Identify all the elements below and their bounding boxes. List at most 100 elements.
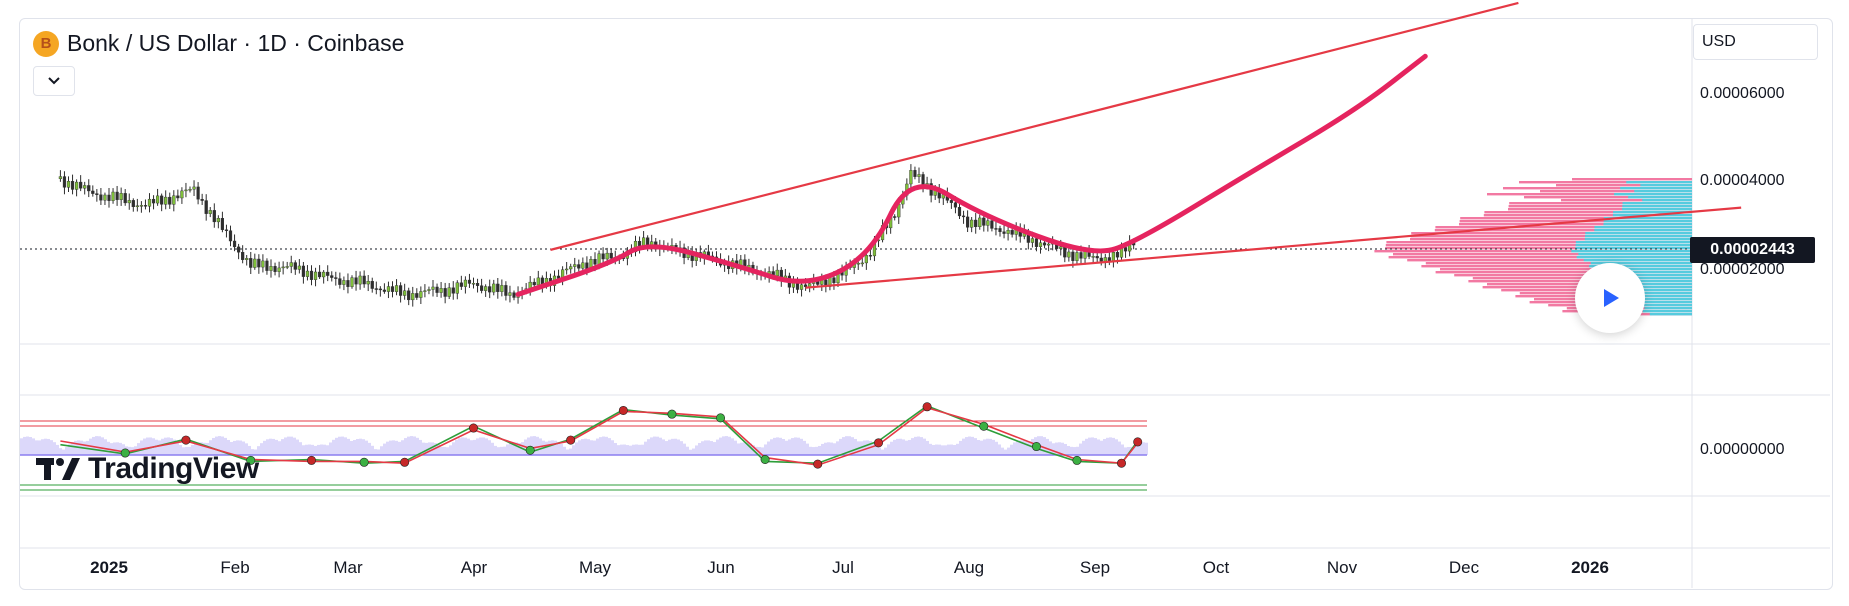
oscillator-histogram-bar — [371, 445, 374, 455]
oscillator-histogram-bar — [341, 436, 344, 455]
oscillator-histogram-bar — [848, 436, 851, 455]
oscillator-histogram-bar — [74, 440, 77, 455]
candle-body — [273, 266, 277, 272]
oscillator-histogram-bar — [989, 438, 992, 455]
oscillator-histogram-bar — [275, 439, 278, 455]
oscillator-histogram-bar — [53, 442, 56, 455]
oscillator-histogram-bar — [1124, 447, 1127, 455]
oscillator-cross-dot — [667, 409, 677, 419]
candle-body — [366, 281, 370, 285]
candle-body — [95, 193, 99, 195]
oscillator-histogram-bar — [476, 438, 479, 455]
candle-body — [196, 186, 200, 200]
candle-body — [87, 185, 91, 192]
symbol-title[interactable]: B Bonk / US Dollar · 1D · Coinbase — [33, 30, 404, 57]
oscillator-histogram-bar — [929, 443, 932, 455]
candle-body — [1010, 230, 1014, 235]
candle-body — [200, 198, 204, 201]
oscillator-histogram-bar — [614, 443, 617, 455]
volume-profile-bar — [1460, 217, 1692, 220]
oscillator-slow-line — [60, 406, 1139, 466]
candle-body — [180, 190, 184, 199]
oscillator-histogram-bar — [425, 442, 428, 455]
oscillator-histogram-bar — [188, 446, 191, 455]
oscillator-histogram-bar — [806, 443, 809, 455]
candle-body — [1006, 230, 1010, 234]
candle-body — [536, 277, 540, 286]
oscillator-histogram-bar — [743, 442, 746, 455]
oscillator-histogram-bar — [1058, 442, 1061, 455]
oscillator-histogram-bar — [590, 440, 593, 455]
candle-body — [978, 217, 982, 228]
volume-profile-value-area-bar — [1576, 256, 1692, 259]
volume-profile-value-area-bar — [1619, 289, 1692, 292]
oscillator-cross-dot — [181, 435, 191, 445]
oscillator-histogram-bar — [902, 439, 905, 455]
oscillator-histogram-bar — [1007, 447, 1010, 455]
oscillator-histogram-bar — [1079, 443, 1082, 455]
oscillator-histogram-bar — [818, 445, 821, 455]
volume-profile-value-area-bar — [1622, 208, 1692, 211]
oscillator-histogram-bar — [455, 439, 458, 455]
candle-body — [62, 176, 67, 188]
candle-body — [419, 291, 423, 298]
oscillator-histogram-bar — [29, 437, 32, 455]
currency-selector[interactable]: USD — [1693, 24, 1818, 60]
oscillator-histogram-bar — [206, 442, 209, 455]
candle-body — [326, 271, 330, 276]
oscillator-histogram-bar — [284, 437, 287, 455]
volume-profile-bar — [1434, 229, 1692, 232]
oscillator-histogram-bar — [959, 440, 962, 455]
candle-body — [386, 286, 391, 292]
candle-body — [216, 218, 220, 223]
chart-frame — [19, 18, 1833, 590]
volume-profile-bar — [1508, 208, 1692, 211]
oscillator-histogram-bar — [191, 444, 194, 455]
x-tick-label: Apr — [460, 558, 488, 577]
trendline — [550, 1, 1519, 251]
oscillator-histogram-bar — [626, 445, 629, 455]
oscillator-histogram-bar — [569, 448, 572, 455]
oscillator-histogram-bar — [764, 444, 767, 455]
oscillator-histogram-bar — [329, 442, 332, 455]
tradingview-logo[interactable]: TradingView — [36, 452, 259, 486]
x-tick-label: Aug — [953, 558, 985, 577]
x-tick-label: Jul — [832, 558, 854, 577]
projection-path — [515, 53, 1428, 297]
volume-profile-value-area-bar — [1575, 244, 1692, 247]
oscillator-histogram-bar — [347, 438, 350, 455]
play-button[interactable] — [1575, 263, 1645, 333]
oscillator-histogram-bar — [1133, 445, 1136, 455]
oscillator-histogram-bar — [1046, 438, 1049, 455]
candle-body — [500, 285, 504, 292]
volume-profile-value-area-bar — [1571, 250, 1692, 253]
volume-profile-value-area-bar — [1640, 184, 1692, 187]
volume-profile-bar — [1388, 256, 1692, 259]
oscillator-histogram-bar — [1067, 445, 1070, 455]
oscillator-histogram-bar — [320, 444, 323, 455]
oscillator-histogram-bar — [788, 439, 791, 455]
candle-body — [459, 282, 463, 287]
candle-body — [463, 279, 467, 287]
oscillator-cross-dot — [716, 413, 726, 423]
oscillator-histogram-bar — [953, 444, 956, 455]
candle-body — [135, 205, 139, 208]
candle-body — [399, 285, 403, 296]
candle-body — [601, 253, 605, 260]
candle-body — [1038, 242, 1043, 247]
oscillator-histogram-bar — [431, 442, 434, 455]
oscillator-histogram-bar — [500, 446, 503, 455]
candle-body — [480, 285, 484, 291]
oscillator-histogram-bar — [1070, 446, 1073, 455]
oscillator-histogram-bar — [860, 441, 863, 455]
volume-profile-value-area-bar — [1624, 295, 1692, 298]
volume-profile-bar — [1385, 244, 1692, 247]
oscillator-histogram-bar — [173, 439, 176, 455]
candle-body — [346, 280, 350, 287]
oscillator-cross-dot — [873, 438, 883, 448]
collapse-legend-button[interactable] — [33, 66, 75, 96]
oscillator-histogram-bar — [401, 440, 404, 455]
oscillator-histogram-bar — [821, 443, 824, 455]
oscillator-histogram-bar — [737, 443, 740, 455]
